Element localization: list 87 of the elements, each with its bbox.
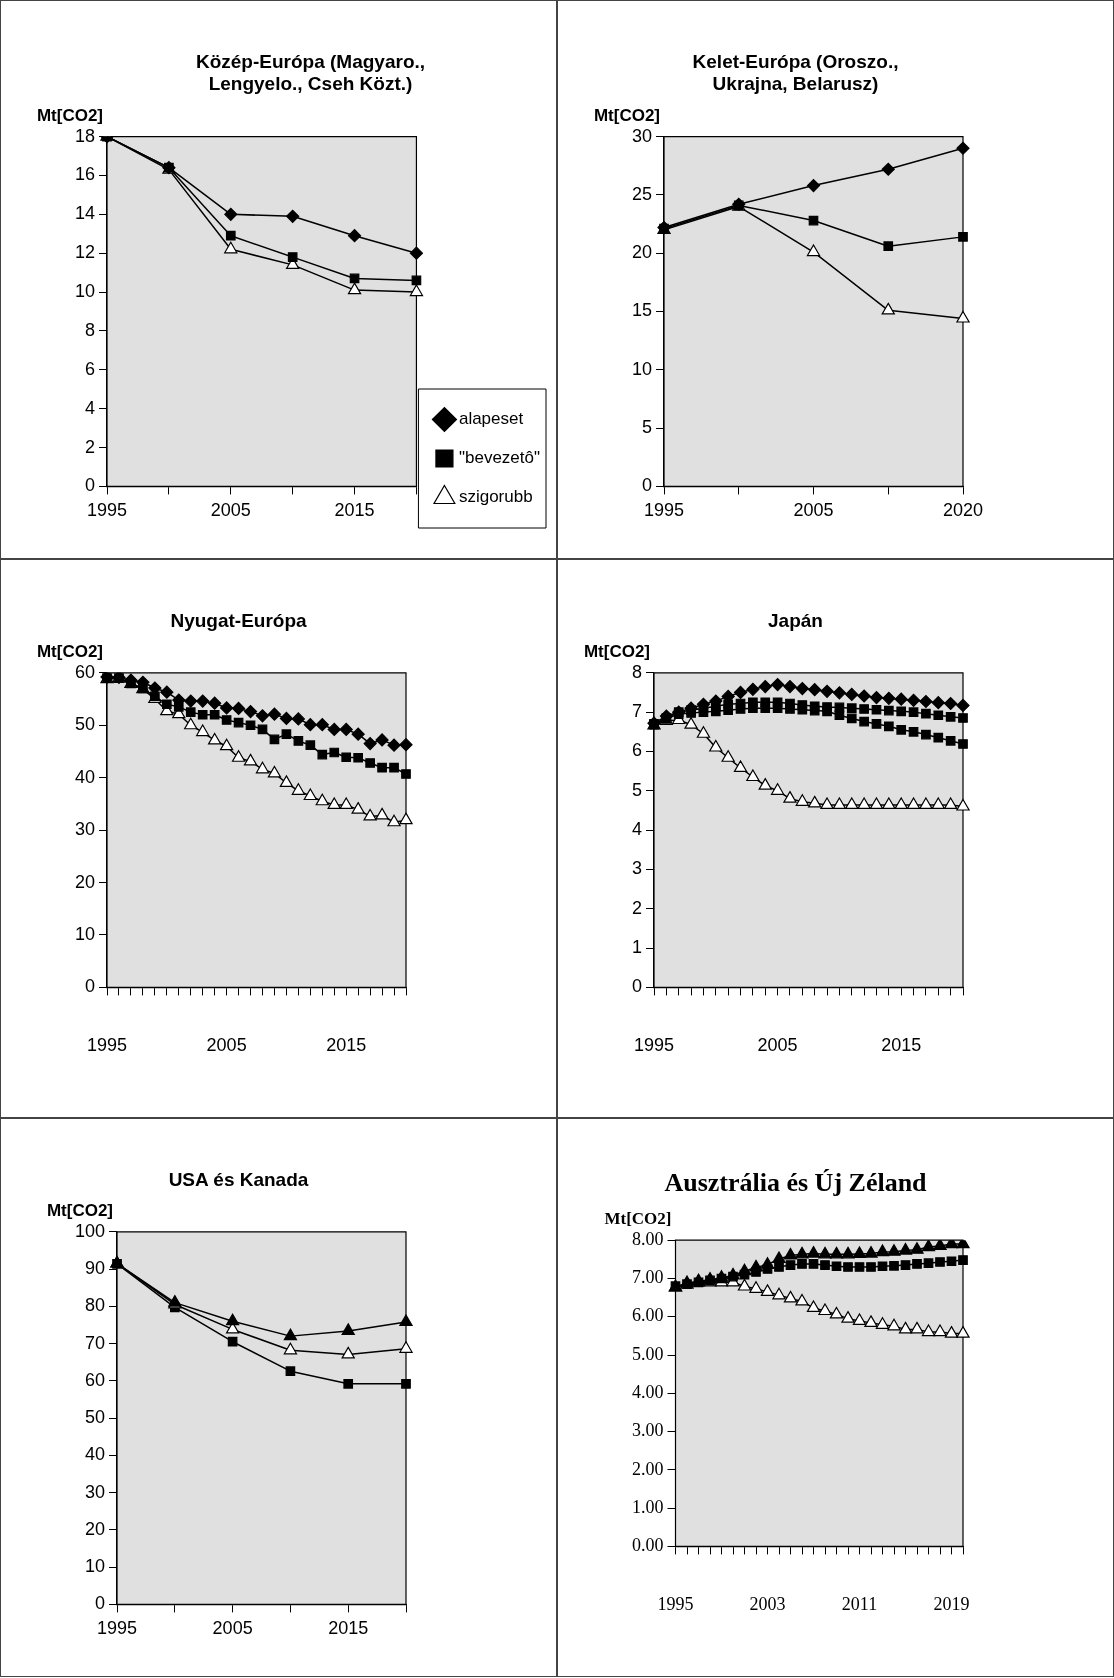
y-tick-label: 60 bbox=[85, 1369, 106, 1390]
y-tick-label: 16 bbox=[74, 164, 96, 185]
y-tick-label: 30 bbox=[631, 125, 653, 146]
y-tick-label: 6.00 bbox=[632, 1305, 664, 1326]
x-tick-label: 1995 bbox=[97, 1618, 138, 1639]
y-tick-label: 18 bbox=[74, 125, 96, 146]
y-tick-label: 10 bbox=[85, 1556, 106, 1577]
y-tick-label: 6 bbox=[632, 740, 643, 761]
y-tick-label: 5 bbox=[642, 417, 653, 438]
y-tick-label: 0 bbox=[85, 976, 96, 997]
y-tick-label: 40 bbox=[85, 1444, 106, 1465]
chart-title: Ausztrália és Új Zéland bbox=[664, 1168, 928, 1198]
x-tick-label: 2011 bbox=[841, 1593, 878, 1614]
x-tick-label: 2015 bbox=[328, 1618, 369, 1639]
y-tick-label: 3 bbox=[632, 858, 643, 879]
y-tick-label: 20 bbox=[631, 242, 653, 263]
y-tick-label: 12 bbox=[74, 242, 96, 263]
y-tick-label: 60 bbox=[74, 661, 96, 682]
y-tick-label: 6 bbox=[85, 358, 96, 379]
y-tick-label: 14 bbox=[74, 203, 96, 224]
chart-title: Japán bbox=[768, 609, 823, 631]
chart-title: USA és Kanada bbox=[168, 1168, 309, 1190]
x-tick-label: 2005 bbox=[206, 1035, 247, 1056]
y-tick-label: 2 bbox=[85, 436, 96, 457]
y-tick-label: 100 bbox=[74, 1220, 106, 1241]
x-tick-label: 1995 bbox=[87, 1035, 128, 1056]
x-tick-label: 1995 bbox=[657, 1593, 694, 1614]
y-tick-label: 90 bbox=[85, 1258, 106, 1279]
y-tick-label: 0.00 bbox=[632, 1535, 664, 1556]
y-tick-label: 1 bbox=[632, 937, 643, 958]
legend-label: szigorubb bbox=[458, 487, 533, 507]
y-tick-label: 2 bbox=[632, 897, 643, 918]
x-tick-label: 2020 bbox=[942, 500, 984, 521]
y-tick-label: 10 bbox=[631, 358, 653, 379]
y-tick-label: 7 bbox=[632, 701, 643, 722]
chart-title: Közép-Európa (Magyaro., Lengyelo., Cseh Közt.) bbox=[195, 50, 426, 95]
legend-label: "bevezetô" bbox=[458, 448, 541, 468]
y-tick-label: 8 bbox=[85, 319, 96, 340]
y-axis-title: Mt[CO2] bbox=[36, 641, 104, 661]
y-tick-label: 8.00 bbox=[632, 1228, 664, 1249]
y-axis-title: Mt[CO2] bbox=[583, 641, 651, 661]
y-tick-label: 4 bbox=[632, 819, 643, 840]
x-tick-label: 1995 bbox=[87, 500, 128, 521]
y-axis-title: Mt[CO2] bbox=[46, 1200, 114, 1220]
y-tick-label: 5.00 bbox=[632, 1343, 664, 1364]
y-tick-label: 80 bbox=[85, 1295, 106, 1316]
y-tick-label: 4 bbox=[85, 397, 96, 418]
y-tick-label: 0 bbox=[95, 1593, 106, 1614]
y-tick-label: 50 bbox=[85, 1407, 106, 1428]
y-axis-title: Mt[CO2] bbox=[604, 1209, 672, 1229]
y-tick-label: 10 bbox=[74, 281, 96, 302]
y-tick-label: 0 bbox=[632, 976, 643, 997]
x-tick-label: 2003 bbox=[749, 1593, 786, 1614]
y-tick-label: 10 bbox=[74, 923, 96, 944]
x-tick-label: 2015 bbox=[334, 500, 375, 521]
y-tick-label: 20 bbox=[85, 1518, 106, 1539]
x-tick-label: 1995 bbox=[644, 500, 685, 521]
y-tick-label: 15 bbox=[631, 300, 653, 321]
x-tick-label: 2005 bbox=[210, 500, 251, 521]
x-tick-label: 2015 bbox=[881, 1035, 922, 1056]
y-tick-label: 3.00 bbox=[632, 1420, 664, 1441]
x-tick-label: 1995 bbox=[633, 1035, 675, 1056]
x-tick-label: 2019 bbox=[933, 1593, 970, 1614]
legend-label: alapeset bbox=[458, 409, 524, 429]
y-tick-label: 7.00 bbox=[632, 1267, 664, 1288]
y-tick-label: 4.00 bbox=[632, 1382, 664, 1403]
y-tick-label: 0 bbox=[642, 475, 653, 496]
chart-title: Kelet-Európa (Oroszo., Ukrajna, Belarusz) bbox=[692, 50, 899, 95]
y-tick-label: 2.00 bbox=[632, 1458, 664, 1479]
y-axis-title: Mt[CO2] bbox=[36, 105, 104, 125]
y-tick-label: 25 bbox=[631, 183, 653, 204]
y-tick-label: 1.00 bbox=[632, 1496, 664, 1517]
y-axis-title: Mt[CO2] bbox=[593, 105, 661, 125]
y-tick-label: 20 bbox=[74, 871, 96, 892]
y-tick-label: 70 bbox=[85, 1332, 106, 1353]
x-tick-label: 2005 bbox=[793, 500, 834, 521]
x-tick-label: 2005 bbox=[212, 1618, 253, 1639]
x-tick-label: 2015 bbox=[326, 1035, 367, 1056]
y-tick-label: 50 bbox=[74, 714, 96, 735]
x-tick-label: 2005 bbox=[757, 1035, 798, 1056]
y-tick-label: 5 bbox=[632, 779, 643, 800]
y-tick-label: 30 bbox=[85, 1481, 106, 1502]
chart-title: Nyugat-Európa bbox=[170, 609, 308, 631]
y-tick-label: 30 bbox=[74, 819, 96, 840]
y-tick-label: 40 bbox=[74, 766, 96, 787]
y-tick-label: 8 bbox=[632, 661, 643, 682]
y-tick-label: 0 bbox=[85, 475, 96, 496]
